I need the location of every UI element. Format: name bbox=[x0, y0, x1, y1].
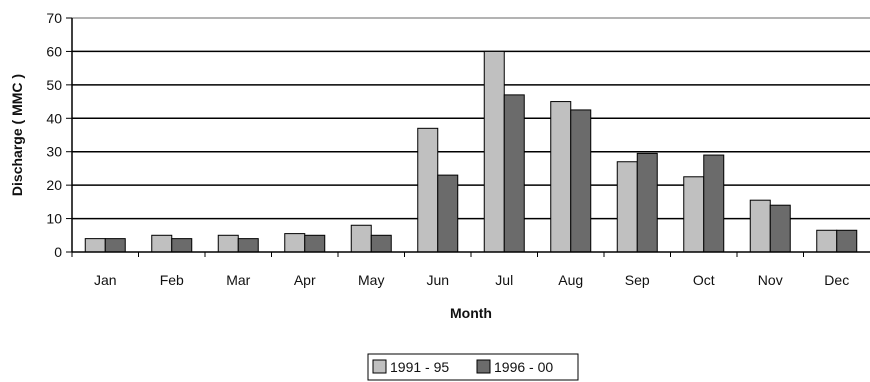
x-tick-labels: Jan Feb Mar Apr May Jun Jul Aug Sep Oct Nov Dec bbox=[94, 272, 849, 288]
bar-aug-1996-00 bbox=[570, 109, 592, 253]
bar-nov-1996-00 bbox=[769, 204, 791, 253]
bar-jan-1996-00 bbox=[104, 238, 126, 253]
bars bbox=[84, 50, 858, 253]
bar-may-1991-95 bbox=[350, 224, 372, 253]
y-tick-labels: 0 10 20 30 40 50 60 70 bbox=[46, 10, 62, 260]
bar-jan-1991-95 bbox=[84, 238, 106, 253]
bar-oct-1996-00 bbox=[703, 154, 725, 253]
x-axis-title: Month bbox=[450, 305, 492, 321]
bar-oct-1991-95 bbox=[683, 176, 705, 253]
y-tick-label-10: 10 bbox=[46, 211, 62, 227]
x-tick-label-sep: Sep bbox=[625, 272, 650, 288]
legend-label-1996-00: 1996 - 00 bbox=[494, 359, 553, 375]
x-tick-label-aug: Aug bbox=[558, 272, 583, 288]
bar-sep-1996-00 bbox=[636, 152, 658, 253]
y-axis-title: Discharge ( MMC ) bbox=[9, 74, 25, 196]
y-tick-label-40: 40 bbox=[46, 110, 62, 126]
bar-apr-1996-00 bbox=[304, 234, 326, 253]
y-tick-label-30: 30 bbox=[46, 144, 62, 160]
x-tick-label-mar: Mar bbox=[226, 272, 250, 288]
bar-dec-1996-00 bbox=[836, 229, 858, 253]
x-tick-label-jul: Jul bbox=[495, 272, 513, 288]
gridlines bbox=[72, 17, 870, 220]
bar-jun-1991-95 bbox=[417, 127, 439, 253]
bar-mar-1996-00 bbox=[237, 238, 259, 253]
x-tick-label-may: May bbox=[358, 272, 384, 288]
bar-mar-1991-95 bbox=[217, 234, 239, 253]
y-tick-label-50: 50 bbox=[46, 77, 62, 93]
legend-swatch-1991-95 bbox=[372, 359, 387, 374]
x-tick-label-dec: Dec bbox=[824, 272, 849, 288]
legend: 1991 - 95 1996 - 00 bbox=[367, 353, 579, 381]
x-tick-label-jun: Jun bbox=[426, 272, 449, 288]
x-tick-label-apr: Apr bbox=[294, 272, 316, 288]
legend-border bbox=[367, 353, 579, 381]
y-tick-label-0: 0 bbox=[54, 244, 62, 260]
x-tick-label-jan: Jan bbox=[94, 272, 117, 288]
legend-swatch-1996-00 bbox=[476, 359, 491, 374]
bar-jul-1991-95 bbox=[483, 50, 505, 253]
bar-jul-1996-00 bbox=[503, 94, 525, 253]
bar-feb-1996-00 bbox=[171, 238, 193, 253]
y-tick-label-60: 60 bbox=[46, 43, 62, 59]
bar-aug-1991-95 bbox=[550, 101, 572, 253]
axes bbox=[66, 17, 870, 257]
bar-sep-1991-95 bbox=[616, 161, 638, 253]
x-tick-label-feb: Feb bbox=[160, 272, 184, 288]
y-tick-label-70: 70 bbox=[46, 10, 62, 26]
bar-may-1996-00 bbox=[370, 234, 392, 253]
bar-feb-1991-95 bbox=[151, 234, 173, 253]
bar-apr-1991-95 bbox=[284, 233, 306, 253]
y-tick-label-20: 20 bbox=[46, 177, 62, 193]
x-tick-label-oct: Oct bbox=[693, 272, 715, 288]
x-tick-label-nov: Nov bbox=[758, 272, 783, 288]
bar-nov-1991-95 bbox=[749, 199, 771, 253]
legend-label-1991-95: 1991 - 95 bbox=[390, 359, 449, 375]
bar-jun-1996-00 bbox=[437, 174, 459, 253]
bar-dec-1991-95 bbox=[816, 229, 838, 253]
